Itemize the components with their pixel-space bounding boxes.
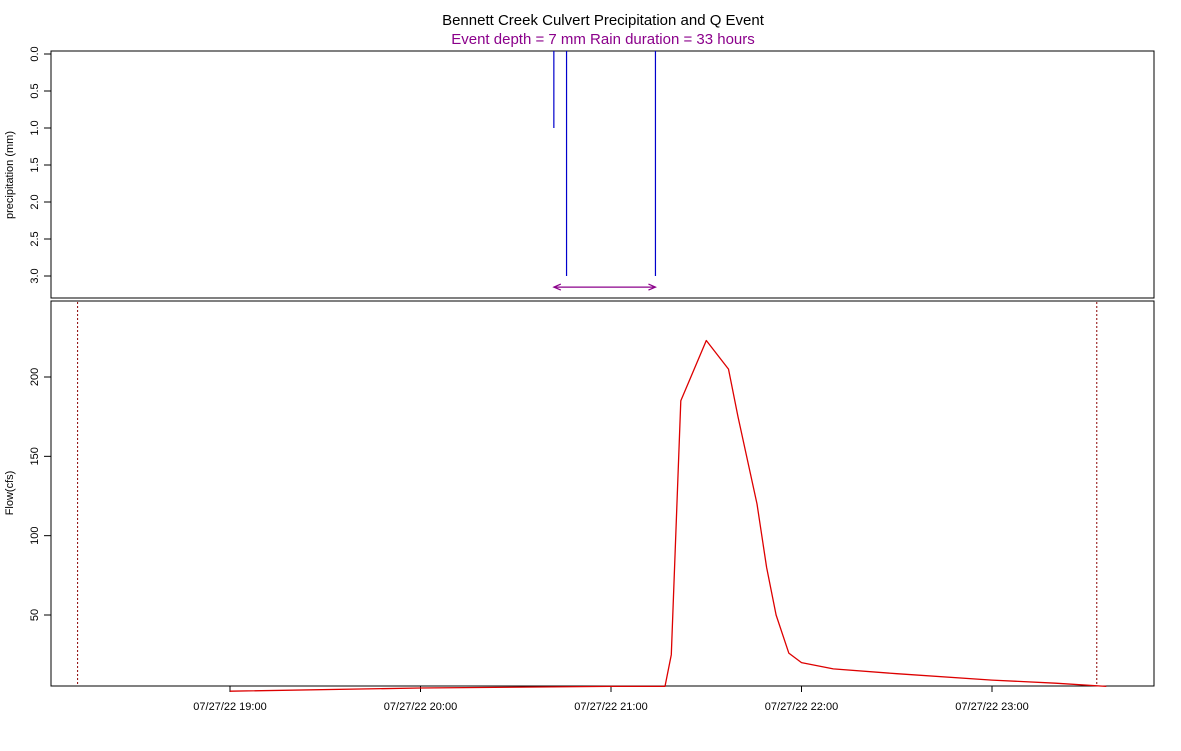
flow-x-axis: 07/27/22 19:00 07/27/22 20:00 07/27/22 21:… [193, 685, 1029, 713]
precip-y-tick-label: 3.0 [29, 268, 41, 283]
rain-duration-arrow [552, 283, 657, 291]
flow-y-axis: 50 100 150 200 [29, 368, 52, 621]
flow-x-tick-label: 07/27/22 19:00 [193, 701, 266, 713]
duration-arrow-head-right [648, 283, 657, 291]
precip-bars [553, 51, 657, 276]
flow-y-tick-label: 200 [29, 368, 41, 386]
flow-x-tick-label: 07/27/22 21:00 [574, 701, 647, 713]
duration-arrow-head-left [552, 283, 562, 291]
flow-y-tick-label: 150 [29, 447, 41, 465]
precip-y-tick-label: 2.5 [29, 231, 41, 246]
precip-panel: precipitation (mm) 0.0 0.5 1.0 1.5 2.0 2.5 3.0 [4, 46, 1155, 299]
precip-y-axis: 0.0 0.5 1.0 1.5 2.0 2.5 3.0 [29, 46, 52, 284]
flow-line [229, 339, 1107, 692]
chart-subtitle: Event depth = 7 mm Rain duration = 33 ho… [451, 31, 755, 48]
precip-y-tick-label: 0.0 [29, 46, 41, 61]
flow-x-tick-label: 07/27/22 23:00 [955, 701, 1028, 713]
precip-y-tick-label: 1.5 [29, 157, 41, 172]
flow-y-tick-label: 100 [29, 526, 41, 544]
flow-x-tick-label: 07/27/22 22:00 [765, 701, 838, 713]
chart-title: Bennett Creek Culvert Precipitation and … [442, 12, 765, 29]
flow-y-tick-label: 50 [29, 609, 41, 621]
precip-y-tick-label: 2.0 [29, 194, 41, 209]
precip-y-axis-label: precipitation (mm) [4, 131, 16, 219]
flow-x-tick-label: 07/27/22 20:00 [384, 701, 457, 713]
event-bounds [77, 302, 1098, 686]
flow-y-axis-label: Flow(cfs) [4, 471, 16, 516]
precip-y-tick-label: 0.5 [29, 83, 41, 98]
flow-series [229, 339, 1107, 692]
precip-y-tick-label: 1.0 [29, 120, 41, 135]
